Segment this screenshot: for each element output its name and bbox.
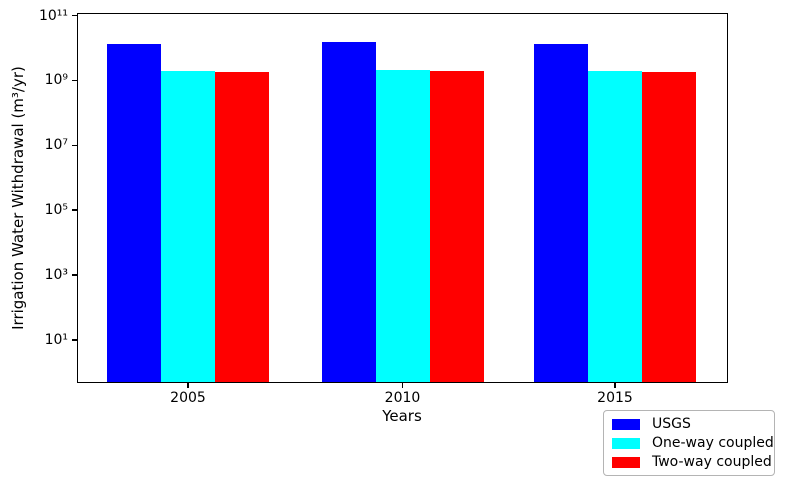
bar-one-way-coupled-2015 [588, 71, 642, 383]
y-tick-mark [72, 14, 77, 17]
bar-usgs-2010 [321, 42, 376, 383]
legend-swatch-one-way-coupled [612, 437, 640, 449]
y-axis-label-wrap: Irrigation Water Withdrawal (m³/yr) [0, 13, 36, 383]
y-tick-mark [72, 274, 77, 276]
x-tick-mark [401, 383, 404, 388]
y-tick-label: 10⁷ [44, 137, 68, 154]
bar-one-way-coupled-2010 [375, 70, 430, 383]
x-tick-label: 2005 [170, 390, 206, 406]
legend-label-usgs: USGS [652, 416, 691, 432]
bar-two-way-coupled-2005 [215, 71, 269, 383]
legend: USGS One-way coupled Two-way coupled [603, 410, 775, 476]
x-tick-label: 2010 [384, 390, 421, 406]
y-tick-label: 10¹¹ [38, 7, 68, 24]
y-tick-label: 10³ [44, 267, 68, 284]
y-axis-label: Irrigation Water Withdrawal (m³/yr) [9, 66, 27, 330]
bar-two-way-coupled-2015 [642, 72, 696, 383]
plot-area [77, 13, 728, 383]
x-axis-label: Years [382, 407, 422, 425]
y-tick-mark [72, 79, 77, 82]
legend-swatch-two-way-coupled [612, 456, 640, 468]
legend-label-two-way-coupled: Two-way coupled [652, 454, 772, 470]
y-tick-mark [72, 339, 77, 341]
y-tick-label: 10⁹ [44, 72, 68, 89]
legend-item-usgs: USGS [612, 415, 766, 433]
y-tick-label: 10⁵ [44, 202, 68, 219]
legend-label-one-way-coupled: One-way coupled [652, 435, 774, 451]
bar-usgs-2005 [107, 44, 161, 383]
y-tick-mark [72, 144, 77, 147]
bar-two-way-coupled-2010 [429, 71, 484, 383]
y-tick-mark [72, 209, 77, 211]
legend-item-one-way-coupled: One-way coupled [612, 434, 774, 452]
x-tick-label: 2015 [597, 390, 633, 406]
x-tick-mark [614, 383, 616, 388]
y-tick-label: 10¹ [44, 331, 68, 348]
x-tick-mark [187, 383, 189, 388]
legend-item-two-way-coupled: Two-way coupled [612, 453, 772, 471]
legend-swatch-usgs [612, 418, 640, 430]
bar-one-way-coupled-2005 [161, 71, 215, 383]
bar-usgs-2015 [534, 44, 588, 383]
